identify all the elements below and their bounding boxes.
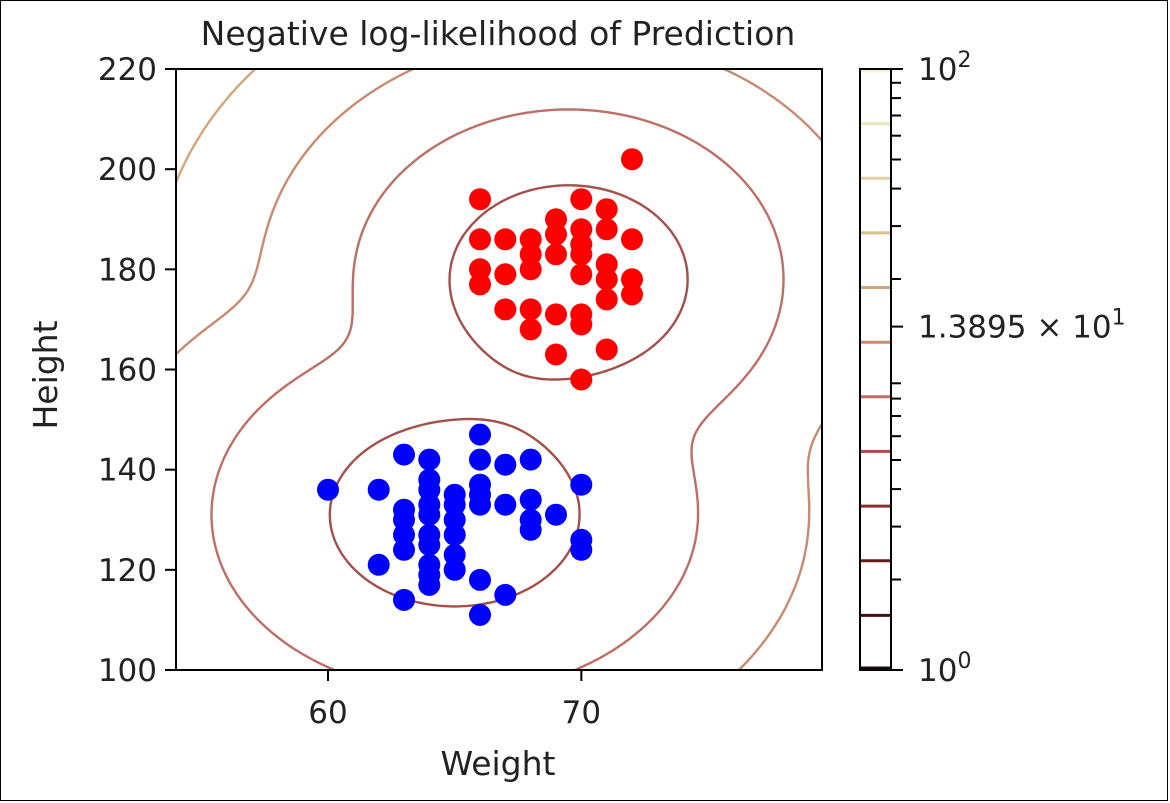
cluster-red-point-14 [545,243,567,266]
contour-level-6 [176,69,822,670]
cluster-blue-point-1 [393,443,415,466]
cluster-blue-point-38 [469,568,491,591]
cluster-blue-point-28 [519,518,542,541]
cluster-blue-point-34 [367,553,390,576]
cluster-blue-point-18 [494,493,517,516]
cluster-blue-point-13 [570,473,593,496]
cluster-red-point-18 [494,263,517,286]
cluster-blue-point-3 [469,448,491,471]
cluster-red-point-28 [545,303,567,326]
y-tick-label-100: 100 [98,653,157,689]
cluster-blue-point-41 [393,588,415,611]
cluster-red-point-19 [519,258,542,281]
cluster-blue-point-19 [519,488,542,511]
cluster-red-point-26 [494,298,517,321]
contour-lines [176,69,822,670]
cluster-blue-point-2 [418,448,441,471]
colorbar: 102 1.3895 × 101 100 [859,48,1126,689]
chart-title: Negative log-likelihood of Prediction [201,14,796,53]
y-tick-label-220: 220 [98,52,157,88]
y-axis-label: Height [26,320,65,429]
cluster-blue-point-22 [418,503,441,526]
colorbar-body [860,69,891,670]
cluster-red-point-31 [519,318,542,341]
cluster-red-point-27 [519,298,542,321]
cluster-red-point-34 [570,368,593,391]
y-axis: 100 120 140 160 180 200 220 [98,52,176,689]
contour-level-7 [176,69,257,184]
cluster-red-point-12 [621,228,643,251]
colorbar-ticks: 102 1.3895 × 101 100 [891,48,1126,689]
cluster-red-point-23 [469,273,491,296]
cluster-blue-point-33 [570,538,593,561]
plot-area-frame [175,68,823,671]
x-tick-label-70: 70 [562,695,601,731]
y-tick-label-140: 140 [98,453,157,489]
cluster-red-point-1 [469,188,491,211]
cluster-blue-point-40 [494,583,517,606]
cluster-red-point-33 [595,338,618,361]
cluster-blue-point-31 [393,538,415,561]
cluster-red-point-9 [494,228,517,251]
cluster-blue-point-4 [494,453,517,476]
cluster-blue-point-0 [469,423,491,446]
cluster-blue-point-6 [317,478,339,501]
cluster-blue-point-5 [519,448,542,471]
cluster-blue-point-36 [443,558,466,581]
x-axis-label: Weight [441,744,556,783]
cluster-red-point-5 [545,223,567,246]
x-tick-label-60: 60 [308,695,347,731]
colorbar-level-lines [860,69,891,670]
cluster-red-point-8 [469,228,491,251]
cluster-red-point-7 [595,218,618,241]
cluster-blue-point-30 [418,533,441,556]
cluster-blue-point-7 [367,478,390,501]
colorbar-tick-label-1: 1.3895 × 101 [918,306,1126,346]
y-tick-label-120: 120 [98,553,157,589]
cluster-red-point-22 [621,268,643,291]
cluster-red-point-3 [570,188,593,211]
y-tick-label-180: 180 [98,252,157,288]
cluster-red-point-32 [545,343,567,366]
cluster-blue-point-20 [545,503,567,526]
cluster-blue-point-39 [418,573,441,596]
colorbar-tick-label-2: 100 [918,649,971,689]
cluster-blue-point-16 [443,493,466,516]
cluster-blue-point-27 [443,523,466,546]
cluster-red-point-0 [621,148,643,171]
cluster-red-point-30 [570,313,593,336]
cluster-blue-point-17 [469,493,491,516]
y-tick-label-200: 200 [98,152,157,188]
contour-level-5 [210,108,785,670]
cluster-red-point-15 [570,243,593,266]
cluster-red-point-20 [570,263,593,286]
cluster-red-point-4 [595,198,618,221]
x-axis: 60 70 [308,670,601,731]
cluster-red-point-24 [595,288,618,311]
colorbar-frame [859,68,892,671]
scatter-points [317,148,643,626]
cluster-red-point-17 [469,258,491,281]
colorbar-tick-label-0: 102 [918,48,971,88]
cluster-red-point-21 [595,268,618,291]
cluster-blue-point-42 [469,603,491,626]
cluster-red-point-25 [621,283,643,306]
y-tick-label-160: 160 [98,353,157,389]
